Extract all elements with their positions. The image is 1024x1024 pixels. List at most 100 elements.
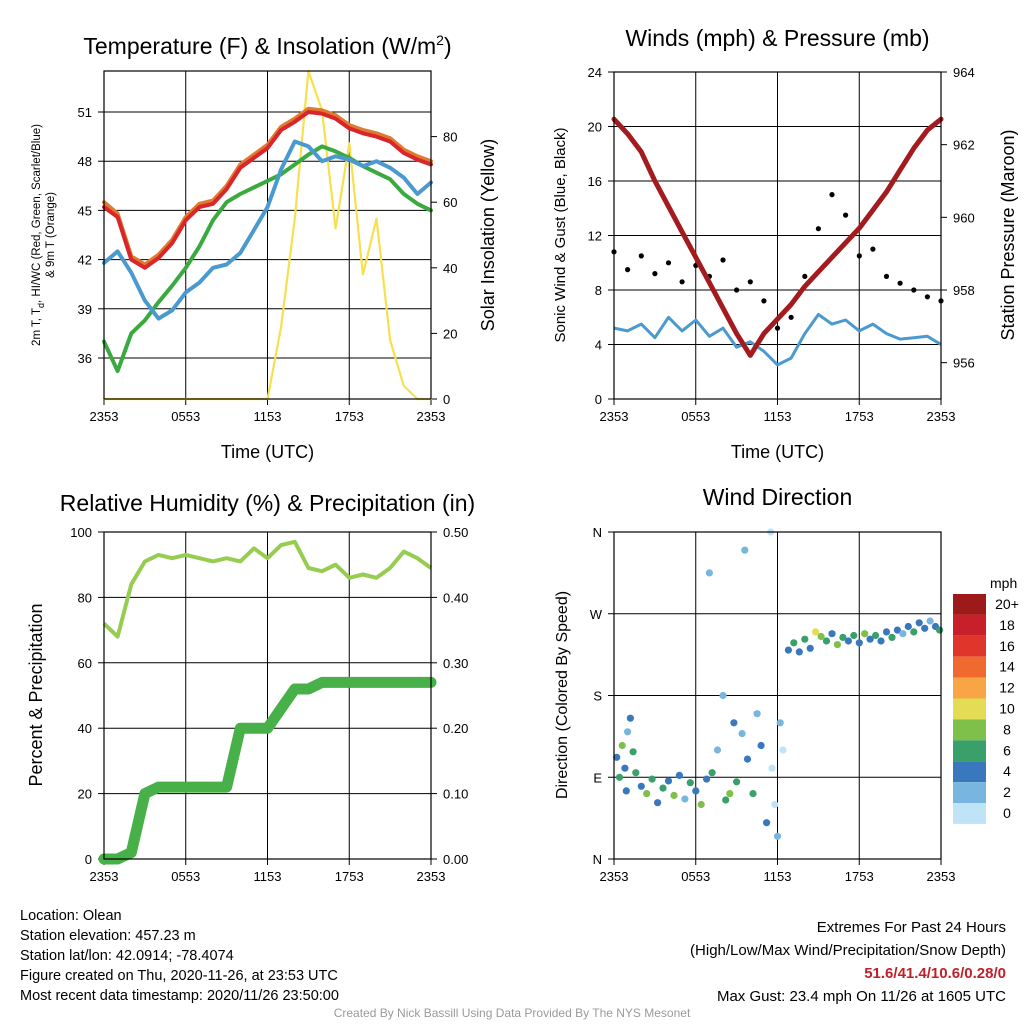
- dir-x-tick-label: 2353: [927, 869, 956, 884]
- dir-direction-point: [839, 633, 847, 642]
- wind-gust-point: [802, 273, 808, 279]
- wind-gust-point: [856, 253, 862, 259]
- dir-direction-point: [790, 639, 798, 647]
- dir-panel: 2353 0553 1153 1753 2353 N E S W N Wind Direction D…: [554, 484, 1019, 884]
- dir-direction-point: [866, 635, 874, 643]
- dir-direction-point: [855, 639, 863, 647]
- dir-ylabel: Direction (Colored By Speed): [554, 591, 571, 799]
- rh-y-tick-label: 0: [85, 852, 92, 867]
- dir-y-tick-label: N: [593, 852, 602, 867]
- wind-gust-point: [897, 280, 903, 286]
- temp-ylabel-2: & 9m T (Orange): [45, 192, 57, 278]
- speed-legend-label: 8: [1003, 721, 1011, 737]
- dir-y-tick-label: E: [593, 770, 602, 785]
- dir-x-tick-label: 2353: [600, 869, 629, 884]
- rh-x-tick-label: 0553: [171, 869, 200, 884]
- dir-x-tick-label: 1753: [845, 869, 874, 884]
- max-gust-text: Max Gust: 23.4 mph On 11/26 at 1605 UTC: [716, 988, 1006, 1005]
- speed-legend-swatch: [953, 803, 986, 824]
- dir-direction-point: [613, 753, 621, 761]
- wind-xlabel: Time (UTC): [731, 442, 824, 462]
- dir-x-tick-label: 0553: [681, 869, 710, 884]
- recent-text: Most recent data timestamp: 2020/11/26 2…: [20, 988, 339, 1004]
- dir-plot-border: [613, 531, 942, 860]
- wind-sonic-wind-line: [613, 313, 942, 367]
- speed-legend-label: 18: [999, 617, 1015, 633]
- wind-gust-point: [924, 294, 931, 300]
- speed-legend: mph 20+ 18 16 14 12 10 8 6 4 2 0: [953, 575, 1019, 824]
- extremes-title: Extremes For Past 24 Hours: [816, 919, 1006, 936]
- wind-gust-point: [734, 287, 740, 293]
- wind-gust-point: [843, 212, 849, 218]
- dir-direction-point: [936, 626, 944, 634]
- temp-ylabel: 2m T, Td, HI/WC (Red, Green, Scarlet/Blu…: [31, 124, 46, 346]
- dir-direction-point: [738, 730, 746, 738]
- dir-direction-point: [771, 800, 779, 809]
- dir-direction-point: [629, 748, 637, 756]
- wind-y2-tick-label: 958: [953, 283, 975, 298]
- dir-direction-point: [708, 769, 716, 777]
- wind-y2-tick-label: 962: [953, 138, 975, 153]
- speed-legend-swatch: [953, 698, 986, 720]
- latlon-text: Station lat/lon: 42.0914; -78.4074: [20, 948, 234, 964]
- rh-x-tick-label: 2353: [90, 869, 119, 884]
- speed-legend-swatch: [953, 594, 986, 615]
- wind-title: Winds (mph) & Pressure (mb): [625, 25, 929, 51]
- rh-y-tick-label: 60: [78, 656, 92, 671]
- temp-y2-tick-label: 60: [443, 195, 457, 210]
- temp-series-3: [102, 144, 433, 374]
- dir-direction-point: [615, 773, 624, 781]
- dir-direction-point: [768, 764, 776, 772]
- wind-gust-point: [911, 287, 917, 293]
- dir-direction-point: [632, 769, 640, 777]
- wind-gust-point: [815, 226, 822, 232]
- rh-y2-tick-label: 0.00: [443, 852, 468, 867]
- dir-direction-point: [904, 622, 912, 631]
- wind-plot-border: [613, 71, 942, 400]
- temp-y2-tick-label: 80: [443, 130, 457, 145]
- speed-legend-label: 6: [1003, 742, 1011, 758]
- temp-series-2: [102, 139, 433, 321]
- dir-direction-point: [719, 691, 727, 700]
- rh-x-tick-label: 1753: [335, 869, 364, 884]
- dir-direction-point: [703, 775, 711, 783]
- dir-x-tick-label: 1153: [764, 869, 792, 884]
- wind-y-tick-label: 8: [595, 283, 602, 298]
- wind-panel: 2353 0553 1153 1753 2353 0 4 8 12 16 20 24 956 958 960…: [552, 25, 1018, 462]
- speed-legend-label: 16: [999, 638, 1015, 654]
- dir-direction-point: [705, 569, 714, 577]
- temp-plot-border: [103, 70, 432, 400]
- dir-direction-point: [861, 630, 869, 638]
- temp-x-tick-label: 2353: [417, 409, 446, 424]
- temp-xlabel: Time (UTC): [221, 442, 314, 462]
- wind-y2-tick-label: 956: [953, 356, 975, 371]
- dir-direction-point: [726, 790, 734, 798]
- rh-y2-tick-label: 0.20: [443, 721, 468, 736]
- speed-legend-swatch: [953, 677, 986, 699]
- elevation-text: Station elevation: 457.23 m: [20, 928, 196, 944]
- rh-precip-line: [98, 676, 437, 865]
- dir-direction-point: [910, 628, 918, 636]
- speed-legend-title: mph: [990, 575, 1017, 591]
- speed-legend-swatch: [953, 782, 986, 803]
- dir-direction-point: [741, 546, 749, 554]
- temp-ylabel-sub: d: [36, 303, 46, 308]
- wind-y2-tick-label: 960: [953, 210, 975, 225]
- extremes-panel: Extremes For Past 24 Hours (High/Low/Max…: [690, 916, 1006, 1008]
- dir-direction-point: [697, 800, 705, 809]
- wind-gust-point: [870, 246, 876, 252]
- wind-pressure-line: [611, 116, 944, 358]
- wind-gust-point: [720, 257, 726, 263]
- temp-y-tick-label: 51: [78, 105, 92, 120]
- rh-x-tick-label: 1153: [254, 869, 282, 884]
- rh-y-tick-label: 40: [78, 721, 92, 736]
- wind-gust-point: [665, 260, 672, 266]
- speed-legend-swatch: [953, 614, 986, 636]
- created-text: Figure created on Thu, 2020-11-26, at 23…: [20, 968, 338, 984]
- wind-gust-point: [679, 279, 685, 285]
- rh-x-tick-label: 2353: [417, 869, 446, 884]
- credit-text: Created By Nick Bassill Using Data Provi…: [333, 1006, 691, 1020]
- dir-direction-point: [773, 832, 782, 840]
- rh-y2-tick-label: 0.50: [443, 525, 468, 540]
- dir-direction-point: [670, 791, 678, 800]
